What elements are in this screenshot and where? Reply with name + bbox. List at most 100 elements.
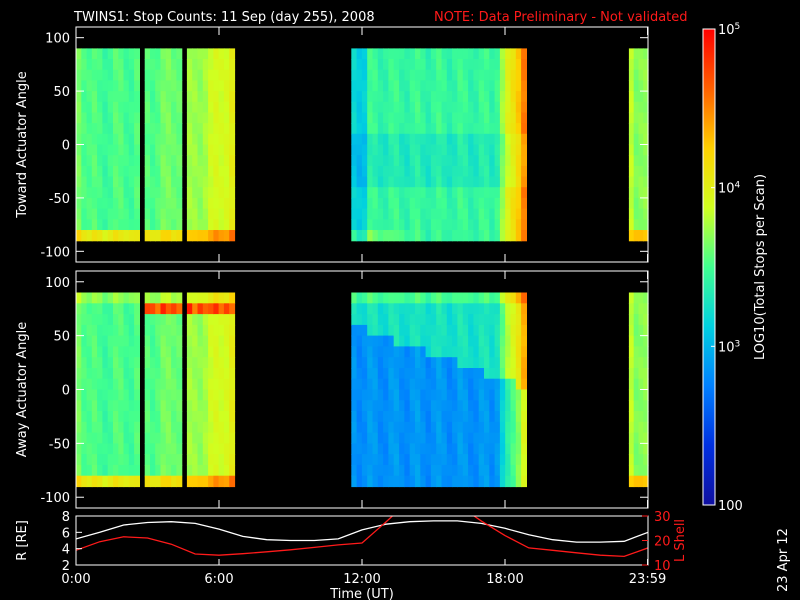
heatmap-cell (436, 389, 443, 401)
heatmap-cell (213, 400, 220, 412)
heatmap-cell (484, 335, 490, 347)
heatmap-cell (86, 197, 93, 210)
heatmap-cell (436, 443, 443, 455)
heatmap-cell (446, 80, 453, 92)
heatmap-cell (633, 112, 640, 124)
heatmap-cell (192, 197, 199, 210)
heatmap-cell (399, 91, 405, 103)
heatmap-cell (86, 59, 93, 71)
heatmap-cell (633, 165, 640, 178)
heatmap-cell (468, 411, 474, 423)
heatmap-cell (218, 208, 225, 220)
heatmap-cell (484, 464, 490, 477)
heatmap-cell (415, 454, 421, 466)
heatmap-cell (165, 303, 172, 315)
heatmap-cell (186, 176, 193, 188)
heatmap-cell (383, 324, 389, 337)
heatmap-cell (521, 101, 527, 114)
heatmap-cell (404, 208, 411, 220)
heatmap-cell (478, 144, 485, 156)
heatmap-cell (452, 144, 458, 156)
heatmap-cell (91, 197, 98, 210)
heatmap-cell (123, 335, 130, 347)
heatmap-cell (118, 208, 125, 220)
heatmap-cell (107, 59, 114, 71)
heatmap-cell (213, 335, 220, 347)
heatmap-cell (473, 176, 480, 188)
heatmap-cell (415, 421, 421, 434)
heatmap-cell (81, 165, 88, 178)
y-tick-label: 6 (62, 526, 70, 541)
heatmap-cell (171, 368, 177, 380)
heatmap-cell (468, 357, 474, 369)
heatmap-cell (165, 144, 172, 156)
heatmap-cell (478, 389, 485, 401)
heatmap-cell (356, 155, 363, 167)
heatmap-cell (155, 357, 162, 369)
heatmap-cell (457, 112, 464, 124)
heatmap-cell (372, 432, 379, 444)
heatmap-cell (356, 368, 363, 380)
heatmap-cell (351, 400, 358, 412)
heatmap-cell (409, 389, 416, 401)
heatmap-cell (134, 389, 140, 401)
heatmap-cell (388, 400, 395, 412)
heatmap-cell (361, 155, 368, 167)
heatmap-cell (118, 346, 125, 358)
heatmap-cell (218, 48, 225, 60)
heatmap-cell (468, 432, 474, 444)
heatmap-cell (388, 324, 395, 337)
heatmap-cell (102, 101, 109, 114)
heatmap-cell (192, 324, 199, 337)
heatmap-cell (489, 357, 496, 369)
heatmap-cell (76, 219, 82, 231)
heatmap-cell (510, 59, 517, 71)
heatmap-cell (208, 133, 214, 146)
heatmap-cell (356, 59, 363, 71)
heatmap-cell (393, 133, 400, 146)
heatmap-cell (91, 123, 98, 135)
heatmap-cell (643, 378, 649, 391)
heatmap-cell (128, 475, 135, 488)
heatmap-cell (128, 454, 135, 466)
heatmap-cell (430, 368, 437, 380)
heatmap-cell (208, 292, 214, 304)
heatmap-cell (462, 389, 469, 401)
heatmap-cell (494, 101, 501, 114)
heatmap-cell (197, 335, 204, 347)
heatmap-cell (367, 378, 374, 391)
heatmap-cell (186, 48, 193, 60)
heatmap-cell (351, 475, 358, 488)
heatmap-cell (76, 421, 82, 434)
heatmap-cell (409, 91, 416, 103)
heatmap-cell (446, 464, 453, 477)
heatmap-cell (484, 292, 490, 304)
heatmap-cell (478, 346, 485, 358)
heatmap-cell (97, 346, 103, 358)
heatmap-cell (505, 346, 512, 358)
heatmap-cell (415, 101, 421, 114)
heatmap-cell (515, 335, 522, 347)
heatmap-cell (356, 144, 363, 156)
heatmap-cell (134, 208, 140, 220)
heatmap-cell (171, 176, 177, 188)
heatmap-cell (521, 292, 527, 304)
heatmap-cell (150, 80, 156, 92)
heatmap-cell (118, 368, 125, 380)
heatmap-cell (208, 165, 214, 178)
heatmap-cell (102, 155, 109, 167)
heatmap-cell (415, 464, 421, 477)
heatmap-cell (176, 400, 183, 412)
heatmap-cell (171, 421, 177, 434)
heatmap-cell (208, 389, 214, 401)
heatmap-cell (478, 187, 485, 199)
heatmap-cell (441, 335, 448, 347)
heatmap-cell (351, 378, 358, 391)
heatmap-cell (367, 292, 374, 304)
heatmap-cell (399, 133, 405, 146)
heatmap-cell (144, 80, 151, 92)
heatmap-cell (638, 133, 644, 146)
heatmap-cell (192, 165, 199, 178)
heatmap-cell (420, 475, 427, 488)
heatmap-cell (97, 208, 103, 220)
